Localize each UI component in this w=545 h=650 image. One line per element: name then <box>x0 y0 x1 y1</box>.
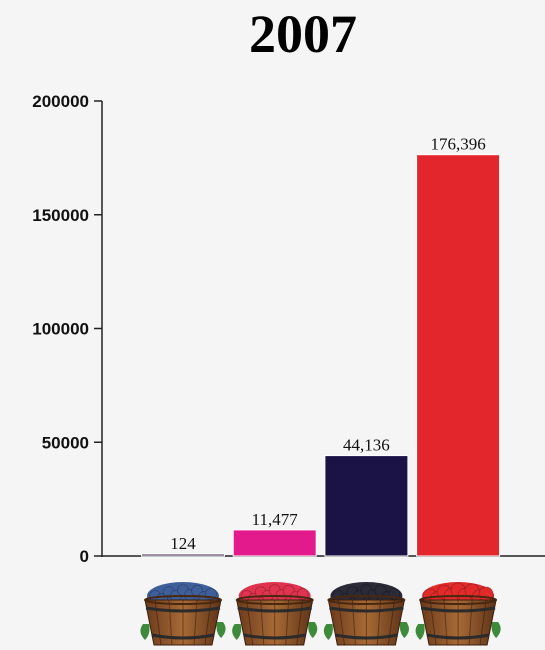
data-label-blueberries: 124 <box>170 534 196 553</box>
bar-strawberries <box>416 154 501 557</box>
data-label-strawberries: 176,396 <box>430 135 485 154</box>
bar-blackberries <box>324 455 409 557</box>
blueberry-basket-icon <box>140 582 226 646</box>
y-tick-label: 50000 <box>42 433 89 452</box>
y-tick-label: 0 <box>80 547 89 566</box>
data-label-blackberries: 44,136 <box>343 436 390 455</box>
raspberry-basket-icon <box>232 582 318 646</box>
data-label-raspberries: 11,477 <box>252 510 299 529</box>
bar-raspberries <box>232 529 317 557</box>
value-labels: 124 11,477 44,136 176,396 <box>170 135 485 553</box>
bar-blueberries <box>141 553 225 557</box>
category-icons <box>140 582 501 646</box>
strawberry-basket-icon <box>415 582 501 646</box>
chart-title: 2007 <box>249 4 357 64</box>
y-tick-label: 200000 <box>32 92 89 111</box>
axes: 0 50000 100000 150000 200000 <box>32 92 545 566</box>
blackberry-basket-icon <box>323 582 409 646</box>
bars <box>141 154 501 557</box>
y-tick-label: 100000 <box>32 320 89 339</box>
y-tick-label: 150000 <box>32 206 89 225</box>
